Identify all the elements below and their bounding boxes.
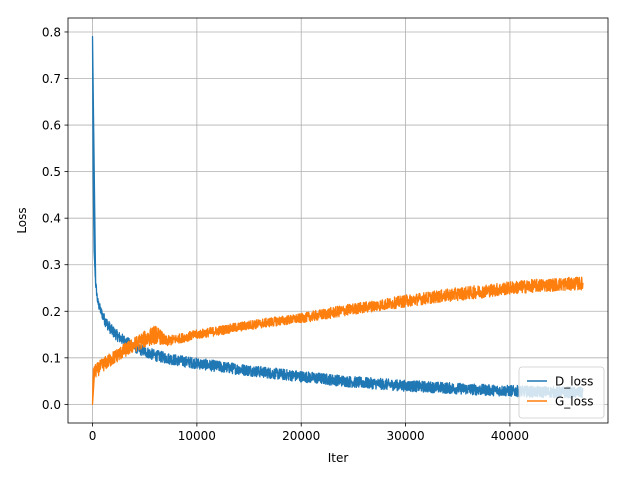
y-tick-label: 0.8 [42, 25, 61, 39]
plot-frame [67, 17, 609, 424]
x-tick-label: 40000 [491, 429, 529, 443]
series-line-d-loss [91, 35, 584, 399]
x-tick-label: 10000 [178, 429, 216, 443]
grid [68, 18, 608, 423]
y-tick-label: 0.0 [42, 398, 61, 412]
y-tick-label: 0.7 [42, 72, 61, 86]
y-tick-label: 0.3 [42, 258, 61, 272]
x-tick-label: 20000 [282, 429, 320, 443]
series-layer [91, 35, 584, 406]
legend-label: D_loss [555, 375, 593, 389]
series-line-g-loss [91, 276, 584, 406]
x-tick-label: 0 [89, 429, 97, 443]
x-axis-label: Iter [328, 451, 349, 465]
legend: D_loss G_loss [518, 366, 605, 419]
x-tick-label: 30000 [386, 429, 424, 443]
legend-label: G_loss [555, 395, 593, 409]
y-tick-label: 0.6 [42, 119, 61, 133]
y-tick-label: 0.2 [42, 305, 61, 319]
legend-box [518, 366, 605, 419]
x-axis: 0 10000 20000 30000 40000 [89, 423, 529, 443]
y-axis-label: Loss [15, 207, 29, 233]
y-tick-label: 0.4 [42, 212, 61, 226]
y-tick-label: 0.1 [42, 351, 61, 365]
y-axis: 0.0 0.1 0.2 0.3 0.4 0.5 0.6 0.7 0.8 [42, 25, 68, 412]
y-tick-label: 0.5 [42, 165, 61, 179]
